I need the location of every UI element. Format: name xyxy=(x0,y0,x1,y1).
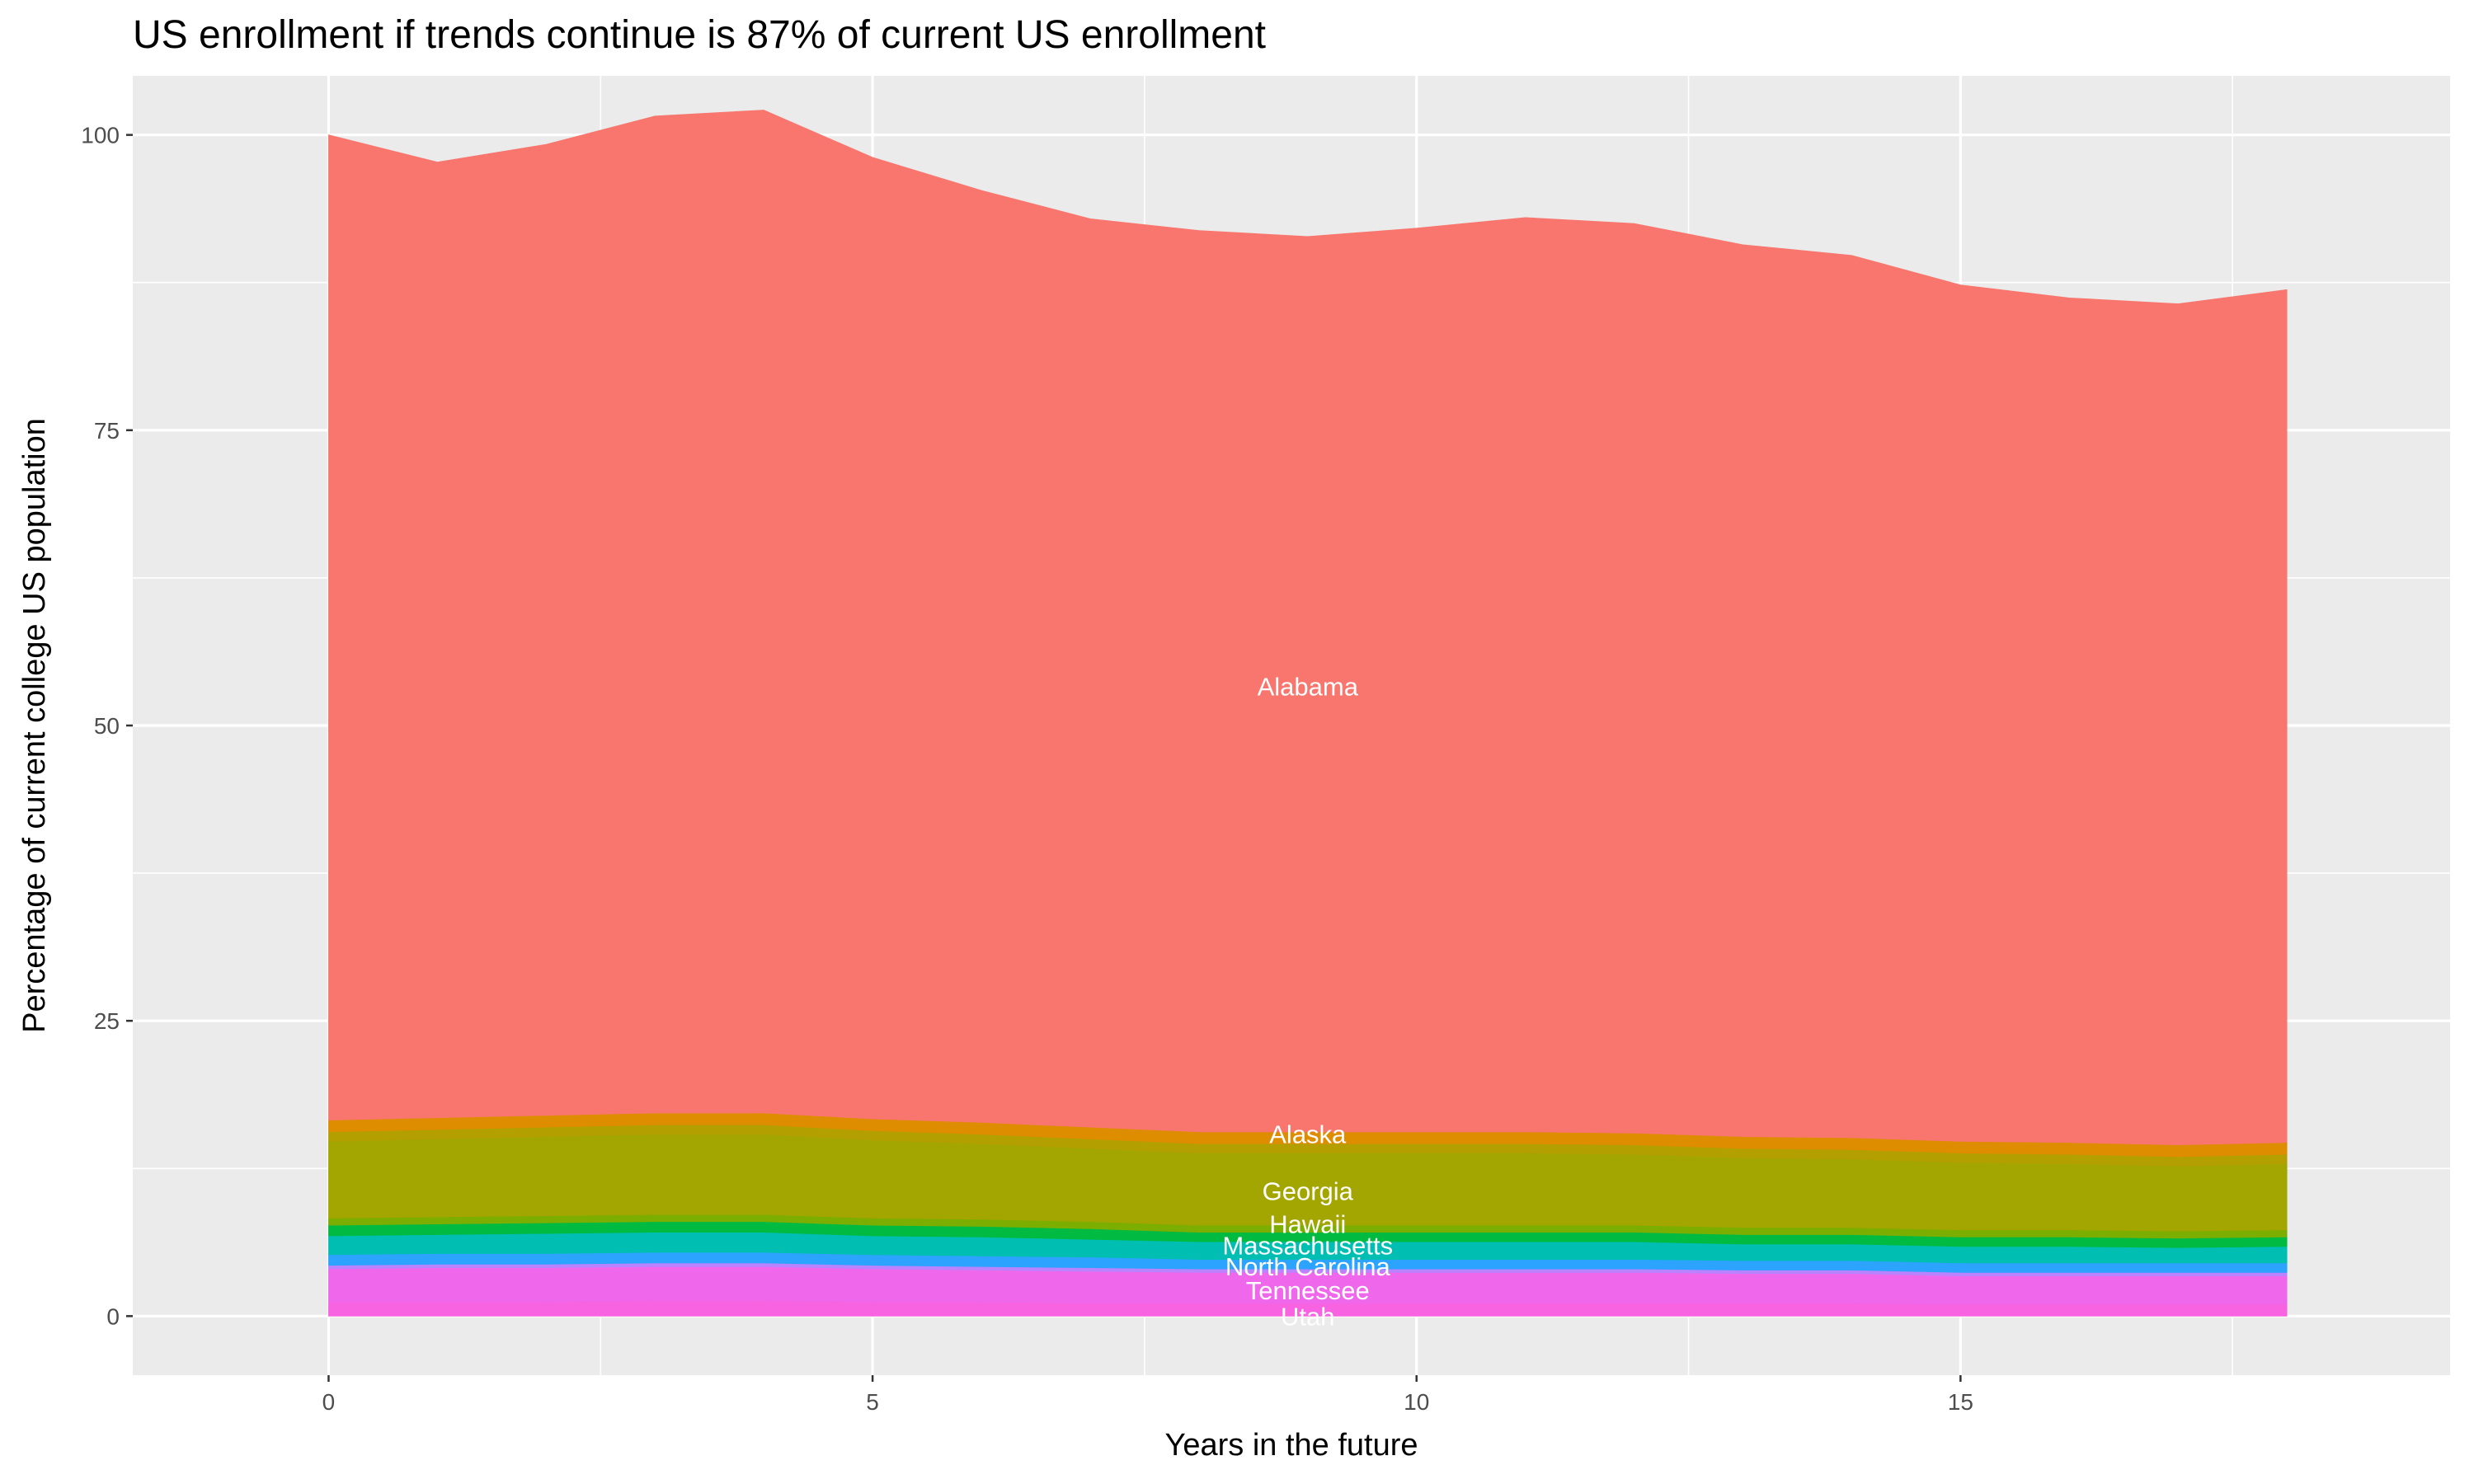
x-tick-label: 5 xyxy=(866,1389,879,1415)
x-axis: 0 5 10 15 xyxy=(322,1375,1973,1415)
area-labels: Alabama Alaska Georgia HawaiiMassachusettsN… xyxy=(1222,673,1393,1331)
y-axis-title: Percentage of current college US populat… xyxy=(17,418,52,1033)
area-label: Hawaii xyxy=(1269,1210,1346,1239)
area-layers xyxy=(328,110,2288,1317)
y-tick-label: 50 xyxy=(94,713,120,739)
area-label: Alabama xyxy=(1258,673,1359,702)
x-tick-label: 0 xyxy=(322,1389,336,1415)
chart-title: US enrollment if trends continue is 87% … xyxy=(133,13,1266,57)
x-axis-title: Years in the future xyxy=(1164,1428,1418,1463)
y-tick-label: 0 xyxy=(106,1303,120,1329)
x-tick-label: 15 xyxy=(1948,1389,1973,1415)
y-tick-label: 25 xyxy=(94,1008,120,1034)
y-tick-label: 100 xyxy=(81,123,120,148)
area-label: Georgia xyxy=(1263,1176,1354,1205)
area-label: Alaska xyxy=(1269,1120,1347,1149)
area-label: Utah xyxy=(1281,1302,1334,1331)
area-alabama xyxy=(328,110,2288,1146)
area-label: North Carolina xyxy=(1225,1252,1391,1281)
area-label: Tennessee xyxy=(1246,1276,1370,1305)
area-label: Massachusetts xyxy=(1222,1231,1393,1260)
y-tick-label: 75 xyxy=(94,418,120,444)
x-tick-label: 10 xyxy=(1404,1389,1429,1415)
y-axis: 0 25 50 75 100 xyxy=(81,123,133,1329)
